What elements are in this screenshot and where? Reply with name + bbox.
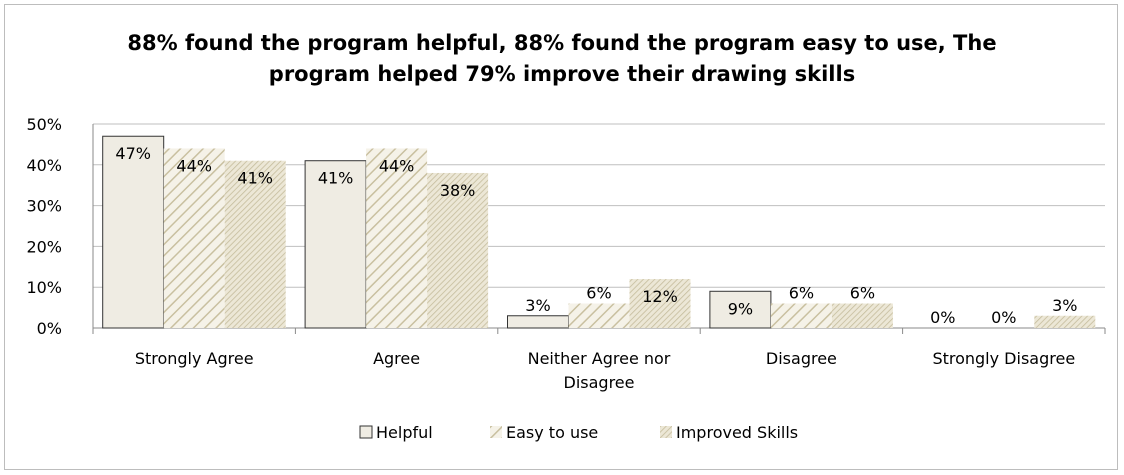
bar xyxy=(224,160,286,328)
data-label: 47% xyxy=(115,144,151,163)
legend-swatch xyxy=(490,426,502,438)
data-label: 0% xyxy=(991,308,1016,327)
category-label: Strongly Disagree xyxy=(932,349,1075,368)
bar xyxy=(568,303,630,328)
y-tick-label: 30% xyxy=(26,197,62,216)
y-tick-label: 0% xyxy=(37,319,62,338)
y-tick-label: 50% xyxy=(26,115,62,134)
legend-swatch xyxy=(660,426,672,438)
category-label: Agree xyxy=(373,349,420,368)
y-tick-label: 10% xyxy=(26,278,62,297)
bar xyxy=(709,290,772,329)
y-tick-label: 40% xyxy=(26,156,62,175)
data-label: 6% xyxy=(850,284,875,303)
bar xyxy=(770,303,832,328)
data-label: 0% xyxy=(930,308,955,327)
category-label: Neither Agree nor xyxy=(528,349,671,368)
legend-swatch xyxy=(359,425,373,439)
bar xyxy=(1034,315,1096,328)
bar xyxy=(831,303,893,328)
axes: 0% 10% 20% 30% 40% 50% Strongly Agree Agree Neit… xyxy=(26,115,1106,392)
data-label: 41% xyxy=(237,169,273,188)
bar xyxy=(163,148,225,328)
legend: Helpful Easy to use Improved Skills xyxy=(359,423,798,442)
data-label: 6% xyxy=(789,284,814,303)
data-label: 3% xyxy=(1052,296,1077,315)
data-labels: 47% 41% 3% 9% 0% 44% 44% 6% 6% 0% 41% 38% 12% 6% 3% xyxy=(115,144,1077,327)
data-label: 3% xyxy=(525,296,550,315)
bar xyxy=(507,315,569,329)
data-label: 44% xyxy=(379,156,415,175)
data-label: 44% xyxy=(176,156,212,175)
bar xyxy=(366,148,428,328)
bar xyxy=(102,135,165,329)
category-label: Strongly Agree xyxy=(135,349,254,368)
data-label: 9% xyxy=(728,299,753,318)
chart-title-line-2: program helped 79% improve their drawing… xyxy=(268,62,856,86)
chart-title-line-1: 88% found the program helpful, 88% found… xyxy=(127,31,997,55)
bar xyxy=(304,160,367,329)
legend-label: Easy to use xyxy=(506,423,598,442)
chart-title: 88% found the program helpful, 88% found… xyxy=(0,28,1124,90)
bar xyxy=(629,279,691,328)
legend-label: Helpful xyxy=(376,423,433,442)
data-label: 41% xyxy=(318,169,354,188)
bars xyxy=(102,135,1096,329)
data-label: 38% xyxy=(440,181,476,200)
category-label: Disagree xyxy=(766,349,837,368)
y-tick-label: 20% xyxy=(26,237,62,256)
legend-label: Improved Skills xyxy=(676,423,798,442)
data-label: 12% xyxy=(642,287,678,306)
category-label: Disagree xyxy=(564,373,635,392)
data-label: 6% xyxy=(586,284,611,303)
bar xyxy=(427,172,489,328)
